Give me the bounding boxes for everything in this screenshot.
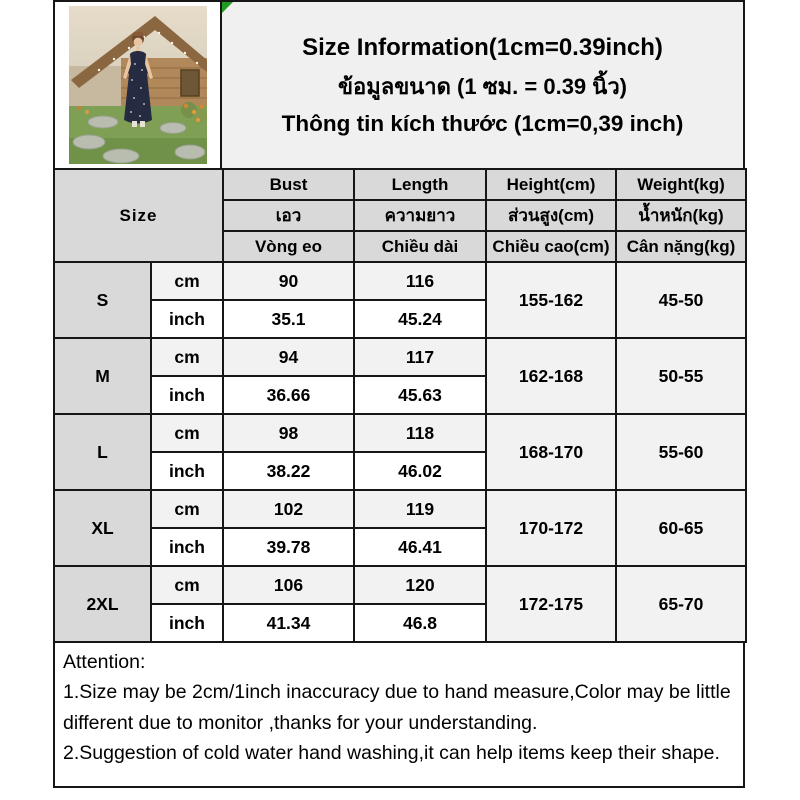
unit-label-cm: cm bbox=[150, 489, 224, 529]
header-row-en: Size Bust Length Height(cm) Weight(kg) bbox=[53, 168, 747, 263]
xl-height-range: 170-172 bbox=[485, 489, 617, 567]
row-m-inch: inch 36.66 45.63 bbox=[54, 375, 746, 415]
title-vietnamese: Thông tin kích thước (1cm=0,39 inch) bbox=[281, 110, 684, 136]
s-length-cm: 116 bbox=[353, 261, 487, 301]
size-table: Size Bust Length Height(cm) Weight(kg) เ… bbox=[53, 168, 747, 643]
attention-box: Attention: 1.Size may be 2cm/1inch inacc… bbox=[53, 641, 745, 788]
xl-length-cm: 119 bbox=[353, 489, 487, 529]
s-bust-inch: 35.1 bbox=[222, 299, 355, 339]
2xl-length-cm: 120 bbox=[353, 565, 487, 605]
unit-label-cm: cm bbox=[150, 337, 224, 377]
content-column: Size Information(1cm=0.39inch) ข้อมูลขนา… bbox=[53, 0, 747, 788]
2xl-bust-inch: 41.34 bbox=[222, 603, 355, 643]
unit-label-inch: inch bbox=[150, 299, 224, 339]
l-bust-inch: 38.22 bbox=[222, 451, 355, 491]
l-bust-cm: 98 bbox=[222, 413, 355, 453]
col-header-bust-th: เอว bbox=[222, 199, 355, 232]
m-weight-range: 50-55 bbox=[615, 337, 747, 415]
xl-bust-cm: 102 bbox=[222, 489, 355, 529]
col-header-weight-vi: Cân nặng(kg) bbox=[615, 230, 747, 263]
photo-string-lights bbox=[97, 31, 198, 72]
m-length-cm: 117 bbox=[353, 337, 487, 377]
header-row-th: เอว ความยาว ส่วนสูง(cm) น้ำหนัก(kg) bbox=[54, 199, 747, 232]
col-header-length-th: ความยาว bbox=[353, 199, 487, 232]
size-label-xl: XL bbox=[53, 489, 152, 567]
m-bust-inch: 36.66 bbox=[222, 375, 355, 415]
col-header-weight-en: Weight(kg) bbox=[615, 168, 747, 201]
col-header-length-en: Length bbox=[353, 168, 487, 201]
unit-label-cm: cm bbox=[150, 413, 224, 453]
l-length-inch: 46.02 bbox=[353, 451, 487, 491]
col-header-height-en: Height(cm) bbox=[485, 168, 617, 201]
title-thai: ข้อมูลขนาด (1 ซม. = 0.39 นิ้ว) bbox=[337, 73, 627, 99]
attention-line-1: 1.Size may be 2cm/1inch inaccuracy due t… bbox=[63, 681, 731, 734]
col-header-height-th: ส่วนสูง(cm) bbox=[485, 199, 617, 232]
2xl-length-inch: 46.8 bbox=[353, 603, 487, 643]
xl-weight-range: 60-65 bbox=[615, 489, 747, 567]
2xl-bust-cm: 106 bbox=[222, 565, 355, 605]
photo-model bbox=[122, 32, 153, 127]
unit-label-inch: inch bbox=[150, 603, 224, 643]
attention-line-2: 2.Suggestion of cold water hand washing,… bbox=[63, 742, 720, 765]
size-label-m: M bbox=[53, 337, 152, 415]
header-row-vi: Vòng eo Chiều dài Chiều cao(cm) Cân nặng… bbox=[54, 230, 747, 263]
title-english: Size Information(1cm=0.39inch) bbox=[302, 33, 663, 61]
row-2xl-cm: 2XL cm 106 120 172-175 65-70 bbox=[53, 565, 747, 643]
col-header-weight-th: น้ำหนัก(kg) bbox=[615, 199, 747, 232]
size-label-l: L bbox=[53, 413, 152, 491]
photo-cabin-window bbox=[179, 69, 200, 97]
unit-label-cm: cm bbox=[150, 261, 224, 301]
photo-stepping-stones bbox=[72, 115, 205, 164]
l-height-range: 168-170 bbox=[485, 413, 617, 491]
m-length-inch: 45.63 bbox=[353, 375, 487, 415]
s-length-inch: 45.24 bbox=[353, 299, 487, 339]
unit-label-inch: inch bbox=[150, 375, 224, 415]
product-photo-cell bbox=[53, 0, 222, 170]
size-header-cell: Size bbox=[53, 168, 224, 263]
size-table-header: Size Bust Length Height(cm) Weight(kg) เ… bbox=[53, 168, 747, 263]
row-l-cm: L cm 98 118 168-170 55-60 bbox=[53, 413, 747, 491]
top-row: Size Information(1cm=0.39inch) ข้อมูลขนา… bbox=[53, 0, 745, 170]
m-height-range: 162-168 bbox=[485, 337, 617, 415]
col-header-length-vi: Chiều dài bbox=[353, 230, 487, 263]
col-header-height-vi: Chiều cao(cm) bbox=[485, 230, 617, 263]
l-weight-range: 55-60 bbox=[615, 413, 747, 491]
row-s-cm: S cm 90 116 155-162 45-50 bbox=[53, 261, 747, 339]
row-l-inch: inch 38.22 46.02 bbox=[54, 451, 746, 491]
2xl-height-range: 172-175 bbox=[485, 565, 617, 643]
s-bust-cm: 90 bbox=[222, 261, 355, 301]
xl-length-inch: 46.41 bbox=[353, 527, 487, 567]
2xl-weight-range: 65-70 bbox=[615, 565, 747, 643]
unit-label-inch: inch bbox=[150, 451, 224, 491]
row-xl-cm: XL cm 102 119 170-172 60-65 bbox=[53, 489, 747, 567]
row-xl-inch: inch 39.78 46.41 bbox=[54, 527, 746, 567]
attention-heading: Attention: bbox=[63, 651, 146, 673]
row-2xl-inch: inch 41.34 46.8 bbox=[54, 603, 746, 643]
row-s-inch: inch 35.1 45.24 bbox=[54, 299, 746, 339]
m-bust-cm: 94 bbox=[222, 337, 355, 377]
xl-bust-inch: 39.78 bbox=[222, 527, 355, 567]
col-header-bust-en: Bust bbox=[222, 168, 355, 201]
photo-cabin-roof bbox=[70, 16, 207, 88]
col-header-bust-vi: Vòng eo bbox=[222, 230, 355, 263]
s-weight-range: 45-50 bbox=[615, 261, 747, 339]
unit-label-inch: inch bbox=[150, 527, 224, 567]
size-label-s: S bbox=[53, 261, 152, 339]
product-photo bbox=[68, 6, 207, 164]
title-cell: Size Information(1cm=0.39inch) ข้อมูลขนา… bbox=[220, 0, 745, 170]
size-label-2xl: 2XL bbox=[53, 565, 152, 643]
unit-label-cm: cm bbox=[150, 565, 224, 605]
cell-corner-flag-icon bbox=[222, 2, 233, 13]
l-length-cm: 118 bbox=[353, 413, 487, 453]
row-m-cm: M cm 94 117 162-168 50-55 bbox=[53, 337, 747, 415]
s-height-range: 155-162 bbox=[485, 261, 617, 339]
photo-flowers bbox=[76, 102, 207, 123]
